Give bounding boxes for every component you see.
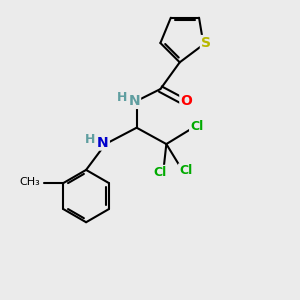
Text: CH₃: CH₃	[20, 176, 40, 187]
Text: Cl: Cl	[179, 164, 192, 177]
Text: H: H	[117, 92, 127, 104]
Text: H: H	[85, 133, 96, 146]
Text: O: O	[180, 94, 192, 108]
Text: N: N	[97, 136, 109, 150]
Text: Cl: Cl	[190, 120, 203, 133]
Text: N: N	[128, 94, 140, 108]
Text: Cl: Cl	[153, 166, 167, 179]
Text: S: S	[201, 36, 211, 50]
